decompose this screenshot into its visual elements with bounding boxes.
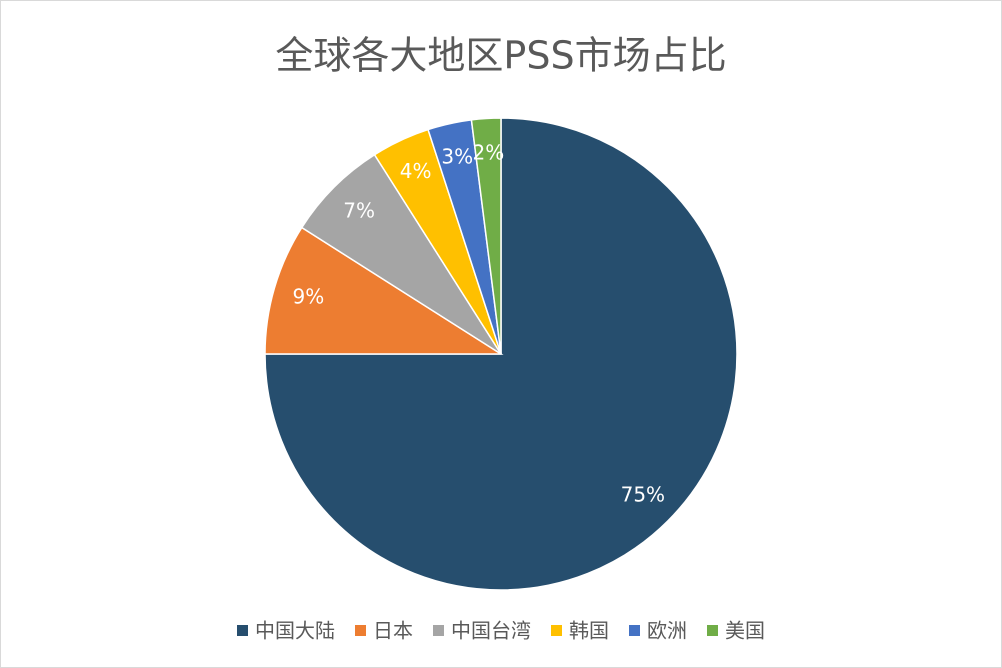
pie-slice [264,226,504,355]
legend-label: 日本 [373,619,413,643]
legend-label: 欧洲 [647,619,687,643]
legend-label: 中国台湾 [451,619,531,643]
legend-label: 韩国 [569,619,609,643]
legend-swatch [707,625,718,636]
legend-swatch [629,625,640,636]
legend-label: 中国大陆 [255,619,335,643]
data-label: 7% [343,199,375,223]
legend-swatch [355,625,366,636]
data-label: 9% [292,285,324,309]
legend-swatch [433,625,444,636]
data-label: 4% [400,159,432,183]
chart-title: 全球各大地区PSS市场占比 [275,34,726,78]
data-label: 75% [621,482,665,506]
data-label: 2% [473,140,505,164]
legend-swatch [551,625,562,636]
data-label: 3% [441,145,473,169]
legend-swatch [237,625,248,636]
legend-label: 美国 [725,619,765,643]
pie-slice [300,153,502,355]
pie-slice [470,117,502,355]
